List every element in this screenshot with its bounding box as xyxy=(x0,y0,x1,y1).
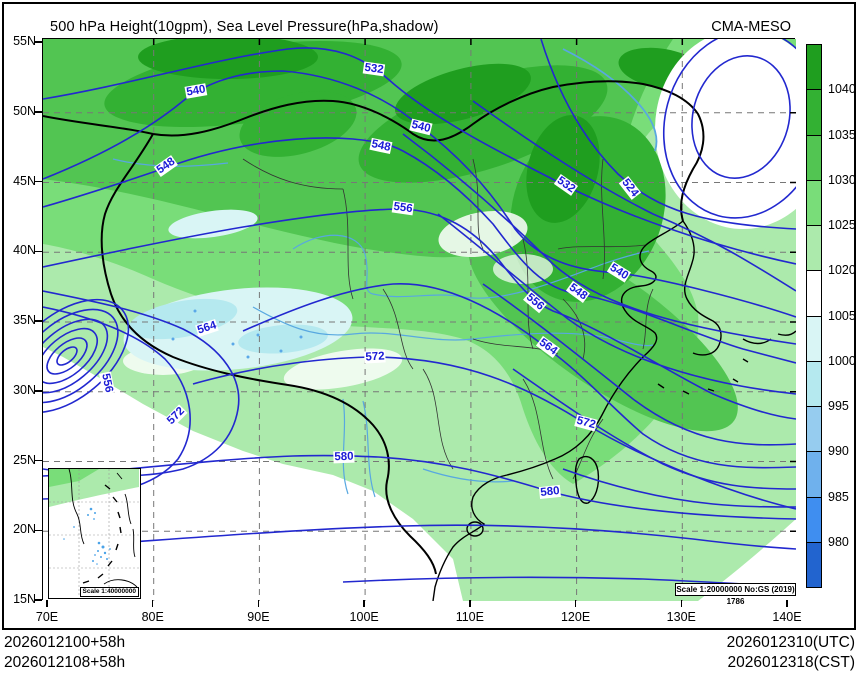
model-name: CMA-MESO xyxy=(711,19,791,35)
init-time-utc: 2026012100+58h xyxy=(4,634,126,651)
colorbar-tick-label: 995 xyxy=(828,399,849,413)
contour-label: 532 xyxy=(362,61,386,77)
map-canvas: 540 548 532 540 548 556 532 524 540 548 556 564 572 5… xyxy=(42,38,796,606)
contour-label: 564 xyxy=(535,335,561,359)
colorbar-tick-label: 990 xyxy=(828,444,849,459)
lat-tick-label: 15N xyxy=(13,592,36,606)
contour-label: 548 xyxy=(565,280,591,304)
init-time-block: 2026012100+58h 2026012108+58h xyxy=(4,633,125,673)
lat-tick xyxy=(35,459,42,462)
lon-tick-label: 110E xyxy=(455,610,484,624)
colorbar-segment xyxy=(806,406,822,453)
colorbar-segment xyxy=(806,541,822,588)
lon-tick xyxy=(363,600,365,607)
hainan-island xyxy=(466,521,484,537)
colorbar-segment xyxy=(806,360,822,407)
colorbar-segment xyxy=(806,270,822,317)
lat-tick-label: 45N xyxy=(13,173,36,188)
lat-tick xyxy=(35,250,42,252)
lon-tick-label: 130E xyxy=(666,610,696,624)
contour-label: 556 xyxy=(98,371,116,395)
lat-tick xyxy=(35,41,42,43)
lat-tick xyxy=(35,529,42,531)
colorbar-segment xyxy=(806,89,822,136)
valid-time-utc: 2026012310(UTC) xyxy=(726,634,855,651)
coastline xyxy=(432,220,796,601)
colorbar-tick-label: 1025 xyxy=(828,218,856,232)
map-inner-ticks xyxy=(152,39,796,532)
province-borders xyxy=(242,158,654,480)
lat-tick xyxy=(35,390,42,392)
chart-title: 500 hPa Height(10gpm), Sea Level Pressur… xyxy=(50,19,439,35)
lon-tick-label: 120E xyxy=(560,610,591,624)
lat-tick xyxy=(35,320,42,322)
contour-label: 548 xyxy=(369,137,393,155)
lat-tick-label: 55N xyxy=(13,34,36,48)
graticule xyxy=(43,39,796,601)
colorbar-tick-label: 980 xyxy=(828,534,849,549)
contour-label-layer: 540 548 532 540 548 556 532 524 540 548 556 564 572 5… xyxy=(43,39,796,601)
lat-tick-label: 30N xyxy=(13,382,36,397)
contour-label: 540 xyxy=(409,118,433,136)
colorbar-segment xyxy=(806,225,822,272)
contour-label: 580 xyxy=(538,484,562,500)
taiwan-island xyxy=(574,455,600,504)
lon-tick-label: 90E xyxy=(247,610,270,624)
colorbar-tick-label: 1030 xyxy=(828,172,856,187)
lon-tick xyxy=(46,600,48,607)
lat-tick-label: 40N xyxy=(13,243,36,258)
lon-tick xyxy=(680,600,683,607)
colorbar-segment xyxy=(806,134,822,181)
colorbar-tick-label: 985 xyxy=(828,489,849,504)
contour-label: 540 xyxy=(184,83,208,99)
lon-tick xyxy=(469,600,471,607)
colorbar-tick-label: 1000 xyxy=(828,353,856,368)
colorbar-segment xyxy=(806,451,822,498)
colorbar-segment xyxy=(806,315,822,362)
valid-time-block: 2026012310(UTC) 2026012318(CST) xyxy=(727,633,855,673)
contour-label: 564 xyxy=(195,318,219,338)
contour-label: 532 xyxy=(553,173,579,197)
lat-tick-label: 20N xyxy=(13,522,36,537)
init-time-cst: 2026012108+58h xyxy=(4,654,126,672)
colorbar-tick-label: 1020 xyxy=(828,263,856,278)
inset-scale-label: Scale 1:40000000 xyxy=(79,587,139,597)
lon-tick xyxy=(786,600,788,607)
lon-tick-label: 140E xyxy=(772,610,802,624)
lon-tick xyxy=(257,600,260,607)
lon-tick xyxy=(151,600,154,607)
south-china-sea-inset: Scale 1:40000000 xyxy=(48,468,141,599)
lat-tick-label: 35N xyxy=(13,313,36,327)
contour-label: 556 xyxy=(391,200,415,216)
lon-tick-label: 100E xyxy=(349,610,379,624)
lat-tick xyxy=(35,599,42,601)
colorbar-segment xyxy=(806,179,822,226)
colorbar-tick-label: 1035 xyxy=(828,127,856,142)
inset-art xyxy=(49,469,139,597)
colorbar-tick-label: 1005 xyxy=(828,308,856,323)
lon-tick-label: 70E xyxy=(35,610,59,624)
contour-label: 580 xyxy=(333,450,355,464)
lat-tick xyxy=(35,180,42,183)
valid-time-cst: 2026012318(CST) xyxy=(727,654,855,672)
colorbar-segment xyxy=(806,44,822,91)
lat-tick-label: 50N xyxy=(13,103,36,118)
colorbar-tick-label: 1040 xyxy=(828,82,856,97)
contour-label: 572 xyxy=(574,414,598,432)
contour-label: 524 xyxy=(618,175,642,201)
map-scale-label: Scale 1:20000000 No:GS (2019) 1786 xyxy=(675,583,796,606)
lon-tick-label: 80E xyxy=(141,610,164,624)
contour-label: 556 xyxy=(523,290,547,314)
lat-tick xyxy=(35,111,42,113)
lat-tick-label: 25N xyxy=(13,452,36,467)
contour-label: 572 xyxy=(364,350,386,364)
lon-tick xyxy=(574,600,577,607)
contour-label: 548 xyxy=(153,154,179,178)
contour-label: 540 xyxy=(606,261,632,283)
colorbar-segment xyxy=(806,496,822,543)
rivers xyxy=(112,48,658,498)
contour-label: 572 xyxy=(164,404,188,428)
